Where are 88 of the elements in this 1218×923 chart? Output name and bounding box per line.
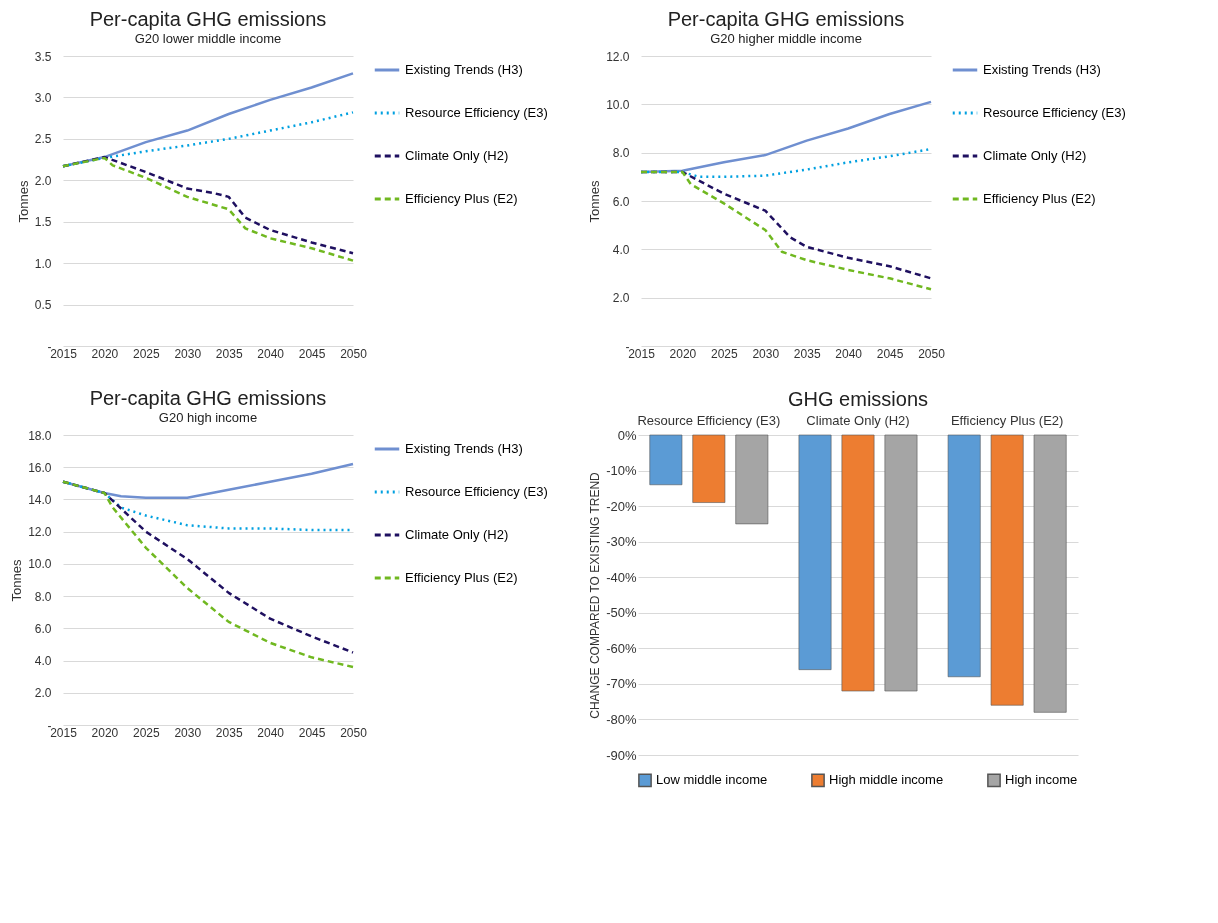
- x-tick-label: Efficiency Plus (E2): [950, 412, 1064, 428]
- x-tick-label: 2040: [835, 346, 863, 361]
- y-tick-label: 3.5: [34, 49, 52, 64]
- x-tick-label: 2015: [628, 346, 656, 361]
- legend-label: Efficiency Plus (E2): [405, 570, 518, 585]
- x-tick-label: 2025: [133, 725, 161, 740]
- legend-label: Resource Efficiency (E3): [405, 105, 548, 120]
- x-tick-label: 2020: [669, 346, 697, 361]
- y-axis-title: Tonnes: [9, 559, 25, 602]
- legend-label: High middle income: [829, 772, 944, 788]
- y-tick-label: 10.0: [28, 557, 52, 572]
- y-tick-label: -: [47, 718, 52, 733]
- x-tick-label: 2015: [50, 346, 78, 361]
- legend-label: Low middle income: [656, 772, 768, 788]
- y-tick-label: 12.0: [28, 525, 52, 540]
- y-tick-label: -70%: [606, 676, 637, 692]
- y-axis-title: Tonnes: [587, 180, 603, 223]
- y-tick-label: -20%: [606, 498, 637, 514]
- x-tick-label: 2020: [91, 346, 119, 361]
- y-tick-label: -60%: [606, 640, 637, 656]
- y-tick-label: 0%: [617, 427, 637, 443]
- x-tick-label: 2050: [918, 346, 946, 361]
- y-tick-label: 4.0: [34, 654, 52, 669]
- legend-label: Resource Efficiency (E3): [983, 105, 1126, 120]
- x-tick-label: 2025: [711, 346, 739, 361]
- y-tick-label: -: [625, 339, 630, 354]
- y-axis-title: Tonnes: [15, 180, 31, 223]
- x-tick-label: 2035: [215, 725, 243, 740]
- x-tick-label: 2045: [876, 346, 904, 361]
- legend-label: Climate Only (H2): [405, 527, 509, 542]
- y-tick-label: 18.0: [28, 428, 52, 443]
- y-tick-label: -10%: [606, 463, 637, 479]
- y-tick-label: 6.0: [612, 194, 630, 209]
- y-tick-label: 16.0: [28, 460, 52, 475]
- x-tick-label: Resource Efficiency (E3): [637, 412, 781, 428]
- x-tick-label: 2050: [340, 725, 368, 740]
- legend-label: Efficiency Plus (E2): [983, 191, 1096, 206]
- legend-label: Climate Only (H2): [983, 148, 1087, 163]
- y-tick-label: 14.0: [28, 492, 52, 507]
- y-tick-label: -: [47, 339, 52, 354]
- legend-label: Existing Trends (H3): [983, 62, 1101, 77]
- y-tick-label: -30%: [606, 534, 637, 550]
- legend-label: Existing Trends (H3): [405, 62, 523, 77]
- y-tick-label: 1.5: [34, 215, 52, 230]
- y-tick-label: -50%: [606, 605, 637, 621]
- legend-label: Resource Efficiency (E3): [405, 484, 548, 499]
- x-tick-label: Climate Only (H2): [806, 412, 910, 428]
- legend-label: Existing Trends (H3): [405, 441, 523, 456]
- x-tick-label: 2015: [50, 725, 78, 740]
- y-tick-label: 10.0: [606, 97, 630, 112]
- y-tick-label: 4.0: [612, 242, 630, 257]
- y-tick-label: 2.0: [34, 173, 52, 188]
- x-tick-label: 2020: [91, 725, 119, 740]
- x-tick-label: 2035: [215, 346, 243, 361]
- y-tick-label: 2.0: [34, 686, 52, 701]
- y-tick-label: 12.0: [606, 49, 630, 64]
- y-tick-label: 0.5: [34, 298, 52, 313]
- x-tick-label: 2045: [298, 346, 326, 361]
- y-tick-label: -40%: [606, 569, 637, 585]
- y-tick-label: -90%: [606, 747, 637, 763]
- legend-label: Climate Only (H2): [405, 148, 509, 163]
- y-tick-label: 3.0: [34, 90, 52, 105]
- chart-title: Per-capita GHG emissions: [667, 8, 905, 30]
- x-tick-label: 2050: [340, 346, 368, 361]
- chart-subtitle: G20 high income: [158, 410, 258, 425]
- x-tick-label: 2045: [298, 725, 326, 740]
- chart-subtitle: G20 lower middle income: [134, 31, 282, 46]
- y-tick-label: 6.0: [34, 621, 52, 636]
- y-axis-title: CHANGE COMPARED TO EXISTING TREND: [588, 471, 603, 719]
- x-tick-label: 2040: [257, 346, 285, 361]
- chart-title: Per-capita GHG emissions: [89, 8, 327, 30]
- legend-label: High income: [1005, 772, 1078, 788]
- y-tick-label: -80%: [606, 711, 637, 727]
- chart-subtitle: G20 higher middle income: [710, 31, 862, 46]
- x-tick-label: 2030: [174, 346, 202, 361]
- x-tick-label: 2030: [752, 346, 780, 361]
- chart-title: Per-capita GHG emissions: [89, 387, 327, 409]
- legend-label: Efficiency Plus (E2): [405, 191, 518, 206]
- chart-title: GHG emissions: [787, 388, 929, 410]
- y-tick-label: 2.5: [34, 132, 52, 147]
- x-tick-label: 2025: [133, 346, 161, 361]
- y-tick-label: 1.0: [34, 256, 52, 271]
- y-tick-label: 8.0: [34, 589, 52, 604]
- y-tick-label: 2.0: [612, 291, 630, 306]
- y-tick-label: 8.0: [612, 146, 630, 161]
- x-tick-label: 2040: [257, 725, 285, 740]
- x-tick-label: 2030: [174, 725, 202, 740]
- x-tick-label: 2035: [793, 346, 821, 361]
